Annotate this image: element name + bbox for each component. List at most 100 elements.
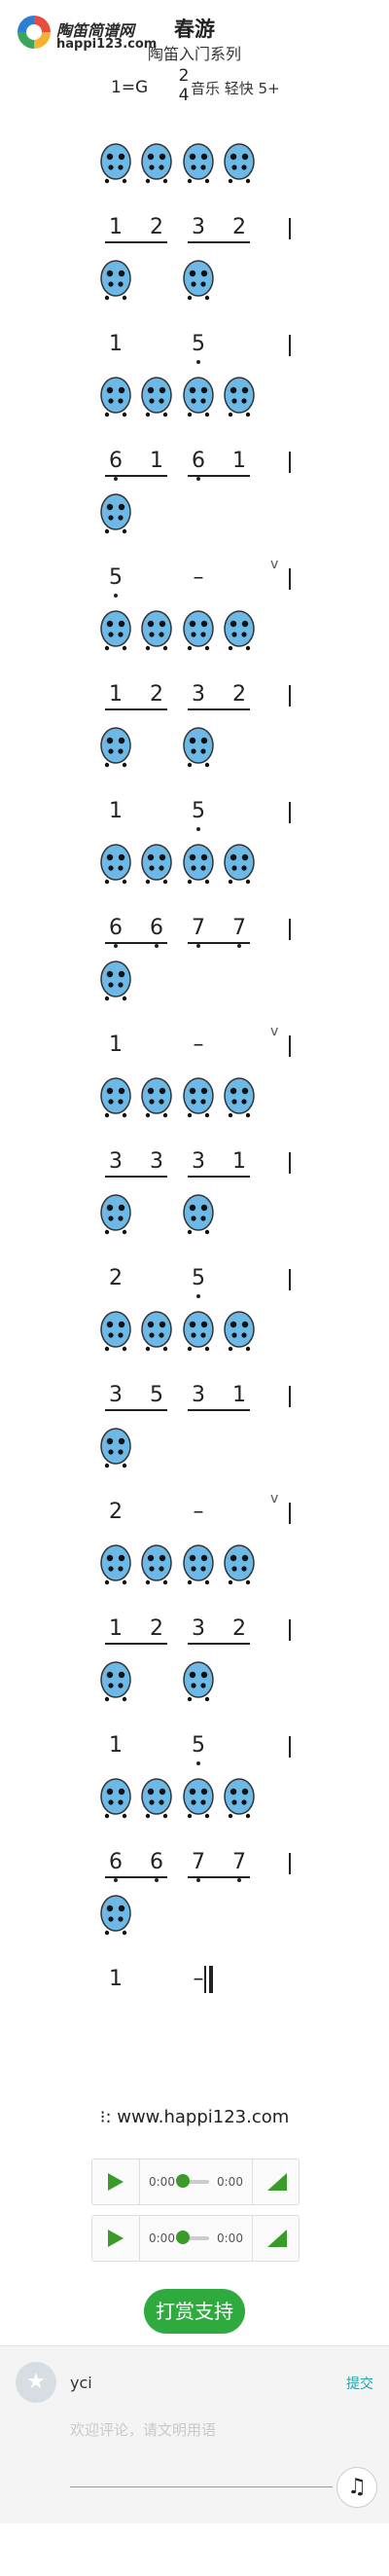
fingering-row (0, 603, 389, 662)
notation-row: 5 – v (0, 545, 389, 603)
octave-dot (237, 944, 241, 948)
time-total: 0:00 (217, 2175, 243, 2189)
fingering-row (0, 954, 389, 1012)
beam-underline (188, 1409, 250, 1411)
beam-underline (188, 475, 250, 477)
ocarina-fingering-icon (99, 1193, 132, 1236)
ocarina-fingering-icon (99, 492, 132, 535)
ocarina-fingering-icon (140, 142, 173, 185)
note: 6 (105, 450, 126, 481)
ocarina-fingering-icon (99, 960, 132, 1002)
beam-underline (105, 241, 167, 243)
time-current: 0:00 (149, 2175, 175, 2189)
note: 6 (146, 917, 167, 948)
beam-underline (188, 1876, 250, 1878)
note: 3 (192, 1383, 205, 1407)
site-url: : www.happi123.com (105, 2107, 290, 2127)
audio-player-2[interactable]: 0:00 0:00 (91, 2215, 300, 2262)
player-divider (139, 2159, 140, 2204)
beam-underline (188, 1643, 250, 1645)
octave-dot (155, 1878, 159, 1882)
player-divider (139, 2216, 140, 2261)
octave-dot (196, 360, 200, 364)
ocarina-fingering-icon (140, 843, 173, 886)
beam-underline (105, 1876, 167, 1878)
music-note-icon[interactable]: ♫ (336, 2467, 377, 2508)
note: 1 (109, 1967, 123, 1991)
barline (289, 218, 291, 239)
ocarina-fingering-icon (182, 1543, 215, 1586)
ocarina-fingering-icon (140, 376, 173, 418)
ocarina-fingering-icon (182, 1777, 215, 1820)
fingering-row (0, 837, 389, 895)
beam-underline (105, 1176, 167, 1178)
meter-top: 2 (178, 66, 190, 86)
ocarina-fingering-icon (182, 1660, 215, 1703)
note: 2 (150, 215, 163, 239)
seek-track[interactable] (178, 2180, 209, 2184)
ocarina-fingering-icon (99, 1543, 132, 1586)
logo-circle-icon (18, 16, 51, 49)
ocarina-fingering-icon (140, 609, 173, 652)
note: 1 (109, 1616, 123, 1641)
tempo-marking: 音乐 轻快 5+ (191, 80, 280, 97)
seek-knob[interactable] (176, 2174, 190, 2188)
beam-underline (105, 475, 167, 477)
song-title: 春游 (174, 18, 215, 41)
note: 1 (232, 449, 246, 473)
seek-track[interactable] (178, 2236, 209, 2240)
note: 1 (232, 1383, 246, 1407)
comment-input[interactable]: 欢迎评论，请文明用语 (70, 2421, 217, 2439)
ocarina-fingering-icon (223, 1310, 256, 1353)
octave-dot (196, 477, 200, 481)
site-logo[interactable]: 陶笛简谱网 happi123.com (18, 12, 158, 52)
ocarina-fingering-icon (99, 1777, 132, 1820)
octave-dot (237, 1878, 241, 1882)
audio-player-1[interactable]: 0:00 0:00 (91, 2159, 300, 2205)
logo-url: happi123.com (56, 37, 158, 52)
ocarina-fingering-icon (140, 1777, 173, 1820)
donate-button[interactable]: 打赏支持 (144, 2289, 245, 2334)
ocarina-fingering-icon (99, 1310, 132, 1353)
volume-icon[interactable] (267, 2173, 287, 2191)
time-current: 0:00 (149, 2231, 175, 2245)
note: 7 (229, 917, 250, 948)
ocarina-fingering-icon (140, 1076, 173, 1119)
notation-row: 1 2 3 2 (0, 1596, 389, 1654)
note: 5 (150, 1383, 163, 1407)
header: 陶笛简谱网 happi123.com 春游 陶笛入门系列 1=G 2 4 音乐 … (0, 0, 389, 105)
beam-underline (188, 708, 250, 710)
volume-icon[interactable] (267, 2230, 287, 2247)
ocarina-fingering-icon (182, 609, 215, 652)
play-icon[interactable] (108, 2230, 124, 2247)
octave-dot (196, 1878, 200, 1882)
note: 2 (232, 682, 246, 707)
barline (289, 1736, 291, 1758)
barline (289, 1853, 291, 1874)
play-icon[interactable] (108, 2173, 124, 2191)
ocarina-fingering-icon (99, 376, 132, 418)
ocarina-fingering-icon (99, 843, 132, 886)
note: 7 (188, 1851, 209, 1882)
ocarina-fingering-icon (140, 1543, 173, 1586)
note: 2 (109, 1500, 123, 1524)
note: 6 (105, 917, 126, 948)
note: 5 (188, 333, 209, 364)
fingering-row (0, 1304, 389, 1362)
beam-underline (105, 1409, 167, 1411)
player-divider (252, 2216, 253, 2261)
breath-mark: v (270, 1024, 279, 1039)
submit-button[interactable]: 提交 (346, 2376, 373, 2392)
fingering-row (0, 1888, 389, 1946)
note: 1 (232, 1149, 246, 1174)
score: 1 2 3 2 1 5 6 1 6 1 5– v 1 2 3 2 1 5 6 6 7 7 1– v 3 3 3 1 2 5 3 5 3 1 2– v 1… (0, 136, 389, 2005)
seek-knob[interactable] (176, 2231, 190, 2244)
note: 6 (105, 1851, 126, 1882)
barline (289, 1503, 291, 1524)
notation-row: 1 2 3 2 (0, 662, 389, 720)
comment-username: yci (70, 2374, 92, 2392)
barline (289, 335, 291, 356)
